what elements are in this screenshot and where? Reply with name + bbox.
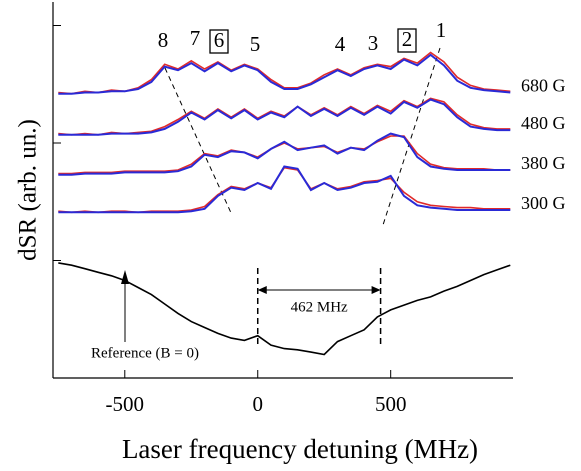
x-axis-title: Laser frequency detuning (MHz) (122, 434, 478, 464)
peak-label-box (397, 28, 417, 53)
peak-label: 2 (402, 27, 413, 51)
peak-label-box (209, 29, 229, 54)
arrowhead (371, 286, 381, 294)
peak-label: 4 (335, 32, 346, 56)
peak-label: 1 (436, 18, 447, 42)
peak-label: 5 (250, 32, 261, 56)
x-tick-label: 500 (375, 392, 407, 416)
peak-label: 7 (190, 26, 201, 50)
fit-line (58, 98, 511, 136)
fit-line (58, 165, 511, 214)
series-label: 680 G (521, 76, 566, 96)
data-line (58, 166, 511, 214)
peak-label: 6 (214, 28, 225, 52)
splitting-label: 462 MHz (291, 299, 348, 315)
data-line (58, 135, 511, 175)
x-tick-label: -500 (106, 392, 145, 416)
data-line (58, 262, 511, 356)
arrowhead (257, 286, 267, 294)
series-label: 480 G (521, 113, 566, 133)
peak-label: 3 (368, 31, 379, 55)
peak-label: 8 (158, 28, 169, 52)
fit-line (58, 53, 511, 95)
x-tick-label: 0 (252, 392, 263, 416)
data-line (58, 51, 511, 95)
reference-label: Reference (B = 0) (91, 345, 199, 361)
guide-line (382, 47, 441, 226)
series-label: 380 G (521, 153, 566, 173)
series-label: 300 G (521, 193, 566, 213)
fit-line (58, 132, 511, 176)
y-axis-title: dSR (arb. un.) (15, 119, 42, 261)
